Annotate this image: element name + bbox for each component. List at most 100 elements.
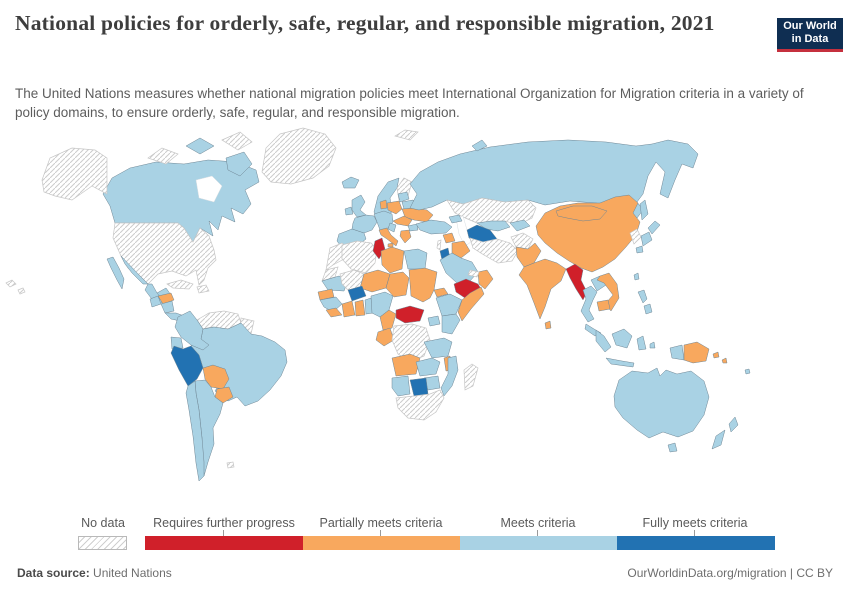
country-pakistan[interactable]: Pakistan: [515, 242, 542, 268]
country-peru[interactable]: Peru: [170, 345, 204, 387]
country-tanzania[interactable]: Tanzania: [423, 337, 453, 359]
country-ethiopia[interactable]: Ethiopia: [435, 293, 463, 317]
country-turkey[interactable]: Turkey: [415, 219, 453, 235]
country-russia[interactable]: Russia: [639, 199, 649, 221]
country-somalia[interactable]: Somalia: [457, 286, 485, 322]
country-cuba[interactable]: Cuba: [166, 279, 194, 290]
country-romania_hungary[interactable]: Hungary & Romania: [392, 215, 413, 227]
country-australia[interactable]: Australia: [667, 442, 678, 453]
country-australia[interactable]: Australia: [613, 367, 710, 439]
country-eritrea[interactable]: Eritrea: [433, 287, 449, 298]
country-uganda[interactable]: Uganda: [427, 315, 441, 327]
country-afghanistan[interactable]: Afghanistan: [510, 232, 534, 250]
country-indonesia[interactable]: Indonesia: [649, 341, 656, 349]
country-ireland[interactable]: Ireland: [344, 206, 354, 216]
country-greece[interactable]: Greece: [399, 229, 412, 244]
country-india[interactable]: India: [518, 258, 567, 320]
country-usa[interactable]: United States: [17, 287, 26, 295]
country-honduras[interactable]: Honduras: [157, 292, 175, 305]
country-angola[interactable]: Angola: [391, 353, 421, 377]
country-cameroon[interactable]: Cameroon: [379, 309, 397, 331]
country-algeria[interactable]: Algeria: [341, 240, 378, 274]
legend-swatch-requires[interactable]: [145, 536, 303, 550]
country-poland[interactable]: Poland: [386, 200, 403, 215]
country-greenland[interactable]: Greenland: [261, 127, 337, 185]
legend-swatch-partial[interactable]: [303, 536, 460, 550]
country-philippines[interactable]: Philippines: [643, 303, 653, 315]
country-senegal[interactable]: Senegal: [317, 288, 335, 301]
country-israel[interactable]: Israel: [436, 239, 442, 251]
country-chad[interactable]: Chad: [385, 271, 410, 298]
country-car[interactable]: Central African Republic: [395, 305, 425, 324]
country-falklands[interactable]: Falkland Islands: [226, 461, 235, 469]
country-italy[interactable]: Italy: [378, 227, 399, 247]
country-gabon_congo[interactable]: Gabon & Congo: [375, 327, 395, 347]
country-egypt[interactable]: Egypt: [403, 248, 428, 270]
country-france[interactable]: France: [351, 214, 378, 234]
country-baltics[interactable]: Baltic states: [397, 191, 410, 203]
country-fiji[interactable]: Fiji: [744, 368, 751, 375]
legend-swatch-meets[interactable]: [460, 536, 617, 550]
country-svalbard[interactable]: Svalbard: [394, 129, 419, 141]
legend-swatch-no-data[interactable]: [78, 536, 127, 550]
country-iran[interactable]: Iran: [469, 237, 519, 264]
country-south_africa[interactable]: South Africa: [395, 389, 445, 421]
country-botswana[interactable]: Botswana: [409, 377, 429, 397]
country-iceland[interactable]: Iceland: [341, 176, 360, 189]
country-iraq[interactable]: Iraq: [451, 240, 471, 259]
country-niger[interactable]: Niger: [359, 269, 391, 293]
country-saudi[interactable]: Saudi Arabia: [439, 252, 479, 284]
country-russia[interactable]: Russia: [471, 139, 488, 152]
country-canada[interactable]: Canada: [225, 151, 253, 177]
country-uae[interactable]: United Arab Emirates: [467, 269, 480, 278]
country-canada[interactable]: Canada: [185, 137, 215, 155]
country-kenya[interactable]: Kenya: [441, 313, 461, 335]
credit-link[interactable]: OurWorldinData.org/migration | CC BY: [627, 566, 833, 580]
country-ivory[interactable]: Côte d'Ivoire: [341, 300, 356, 318]
country-sierra_liberia[interactable]: Sierra Leone & Liberia: [325, 307, 343, 318]
country-mexico[interactable]: Mexico: [106, 256, 125, 290]
country-chile[interactable]: Chile: [185, 380, 205, 482]
legend-swatch-fully[interactable]: [617, 536, 775, 550]
country-burkina[interactable]: Burkina Faso: [347, 285, 367, 302]
country-japan[interactable]: Japan: [640, 231, 653, 247]
country-oman[interactable]: Oman: [477, 269, 494, 290]
country-usa[interactable]: United States: [112, 222, 217, 286]
country-namibia[interactable]: Namibia: [391, 375, 411, 397]
country-png[interactable]: Papua New Guinea: [683, 341, 710, 364]
country-nicaragua[interactable]: Nicaragua: [160, 300, 175, 314]
country-indonesia[interactable]: Indonesia: [595, 329, 612, 353]
country-bulgaria[interactable]: Bulgaria: [407, 223, 419, 232]
country-libya[interactable]: Libya: [380, 246, 405, 274]
country-nz[interactable]: New Zealand: [711, 429, 726, 450]
country-japan[interactable]: Japan: [647, 220, 661, 235]
country-sudan[interactable]: Sudan: [408, 267, 438, 303]
country-taiwan[interactable]: Taiwan: [633, 272, 640, 281]
country-italy[interactable]: Italy: [387, 242, 394, 248]
country-thailand[interactable]: Thailand: [580, 285, 598, 323]
country-paraguay[interactable]: Paraguay: [214, 386, 234, 404]
country-mongolia[interactable]: Mongolia: [555, 205, 608, 222]
country-zambia[interactable]: Zambia: [415, 357, 441, 377]
country-arctic_islands[interactable]: Arctic islands: [147, 147, 179, 165]
country-solomons[interactable]: Solomon Islands: [712, 351, 720, 359]
country-philippines[interactable]: Philippines: [637, 289, 648, 304]
country-syria[interactable]: Syria: [442, 232, 456, 244]
country-drc[interactable]: Democratic Republic of Congo: [391, 323, 431, 363]
country-balkans[interactable]: Western Balkans: [387, 222, 397, 233]
country-japan[interactable]: Japan: [635, 245, 644, 254]
country-hispaniola[interactable]: Haiti & Dominican Republic: [196, 284, 210, 294]
country-ghana[interactable]: Ghana: [354, 299, 366, 317]
country-arctic_islands[interactable]: Arctic islands: [221, 131, 253, 151]
country-solomons[interactable]: Solomon Islands: [721, 357, 728, 364]
country-uk[interactable]: United Kingdom: [351, 194, 367, 218]
country-madagascar[interactable]: Madagascar: [463, 363, 479, 391]
country-indonesia[interactable]: Indonesia: [669, 344, 685, 361]
owid-logo[interactable]: Our World in Data: [777, 18, 843, 52]
country-usa[interactable]: United States: [41, 147, 108, 201]
country-myanmar[interactable]: Myanmar: [565, 263, 588, 301]
country-nz[interactable]: New Zealand: [728, 416, 739, 433]
country-kyrgyz_tajik[interactable]: Kyrgyzstan & Tajikistan: [509, 219, 531, 232]
country-cambodia[interactable]: Cambodia: [596, 299, 611, 312]
country-indonesia[interactable]: Indonesia: [611, 328, 633, 349]
